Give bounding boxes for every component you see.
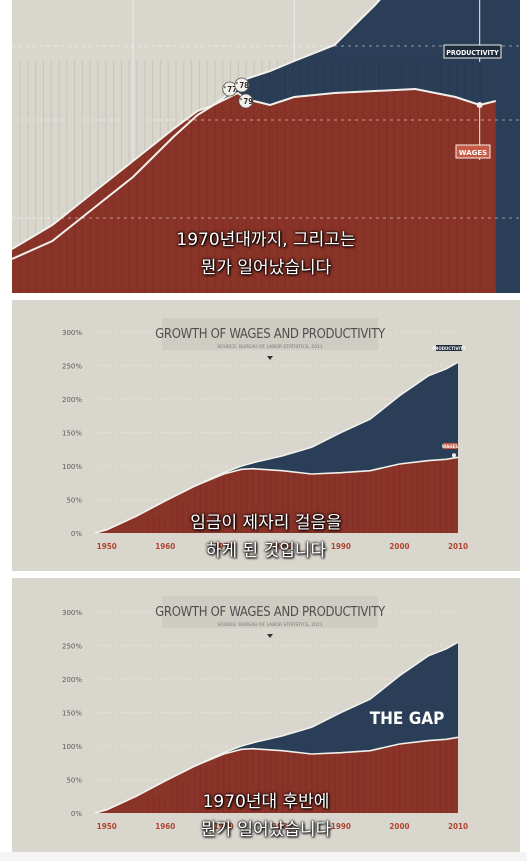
subtitle-3-line-1: 1970년대 후반에 (202, 792, 330, 812)
productivity-label: PRODUCTIVITY (446, 49, 499, 57)
wages-label-box (443, 443, 457, 449)
y-tick-label: 50% (66, 777, 82, 785)
y-tick-label: 100% (62, 743, 82, 751)
chart-panel-2: 0% 50% 100% 150% 200% 250% 300% GROWTH OF WAGES… (12, 300, 520, 571)
y-tick-label: 150% (62, 710, 82, 718)
y-tick-label: 300% (62, 329, 82, 337)
subtitle-3-line-2: 뭔가 일어났습니다 (200, 820, 332, 840)
x-tick-label: 2000 (389, 822, 409, 831)
chart-2-svg: 0% 50% 100% 150% 200% 250% 300% GROWTH OF WAGES… (12, 300, 520, 571)
x-tick-label: 1950 (97, 822, 117, 831)
x-tick-label: 2000 (389, 542, 409, 551)
wages-label: WAGES (442, 444, 458, 449)
wages-label: WAGES (459, 149, 487, 157)
x-tick-label: 2010 (448, 822, 468, 831)
year-marker-label: '77 (222, 85, 237, 94)
year-marker-label: '78 (235, 81, 250, 90)
y-tick-label: 0% (71, 810, 82, 818)
x-tick-label: 1970 (214, 822, 234, 831)
x-tick-label: 1990 (331, 822, 351, 831)
y-tick-label: 200% (62, 676, 82, 684)
y-tick-label: 250% (62, 363, 82, 371)
chart-title: GROWTH OF WAGES AND PRODUCTIVITY (155, 605, 386, 620)
wages-area (95, 737, 458, 813)
y-tick-label: 300% (62, 609, 82, 617)
y-tick-label: 100% (62, 463, 82, 471)
chart-3-svg: 0% 50% 100% 150% 200% 250% 300% GROWTH OF WAGES… (12, 578, 520, 852)
x-tick-label: 1960 (155, 542, 175, 551)
chart-source: SOURCE: BUREAU OF LABOR STATISTICS, 2011 (217, 344, 322, 350)
title-pointer-icon (267, 634, 273, 638)
year-marker-label: '79 (239, 97, 254, 106)
wages-line (94, 456, 459, 534)
chart-panel-1: '77'78 '79 PRODUCTIVITY WAGES 1970년대까지, 그리고… (12, 0, 520, 293)
wages-end-dot (476, 102, 483, 108)
y-tick-label: 250% (62, 643, 82, 651)
subtitle-2-line-2: 하게 된 것입니다 (205, 541, 327, 561)
wages-end-dot (452, 453, 456, 458)
x-tick-label: 1980 (272, 822, 292, 831)
productivity-label-box (436, 345, 462, 351)
chart-title: GROWTH OF WAGES AND PRODUCTIVITY (155, 327, 386, 342)
x-tick-label: 2010 (448, 542, 468, 551)
chart-1-svg: '77'78 '79 PRODUCTIVITY WAGES (12, 0, 520, 293)
y-tick-label: 200% (62, 396, 82, 404)
x-tick-label: 1950 (97, 542, 117, 551)
wages-area (12, 89, 496, 293)
productivity-label-box (443, 44, 502, 59)
subtitle-1-line-1: 1970년대까지, 그리고는 (176, 230, 356, 250)
bottom-strip (0, 852, 527, 861)
subtitle-1-line-2: 뭔가 일어났습니다 (200, 258, 332, 278)
chart-title-box (162, 318, 378, 350)
wages-line (94, 736, 459, 814)
x-tick-label: 1980 (272, 542, 292, 551)
subtitle-2-line-1: 임금이 제자리 걸음을 (190, 513, 342, 533)
chart-title-box (162, 596, 378, 628)
chart-source: SOURCE: BUREAU OF LABOR STATISTICS, 2011 (217, 622, 322, 628)
year-marker-1978 (234, 77, 250, 93)
wages-label-box (455, 144, 491, 159)
title-pointer-icon (267, 356, 273, 360)
x-tick-label: 1960 (155, 822, 175, 831)
y-tick-label: 0% (71, 530, 82, 538)
x-tick-label: 1990 (331, 542, 351, 551)
y-tick-label: 50% (66, 497, 82, 505)
wages-area (95, 457, 458, 533)
y-tick-label: 150% (62, 430, 82, 438)
year-marker-1979 (238, 93, 254, 109)
productivity-label: PRODUCTIVITY (432, 346, 465, 351)
chart-panel-3: 0% 50% 100% 150% 200% 250% 300% GROWTH OF WAGES… (12, 578, 520, 852)
x-tick-label: 1970 (214, 542, 234, 551)
the-gap-label: THE GAP (370, 709, 445, 729)
